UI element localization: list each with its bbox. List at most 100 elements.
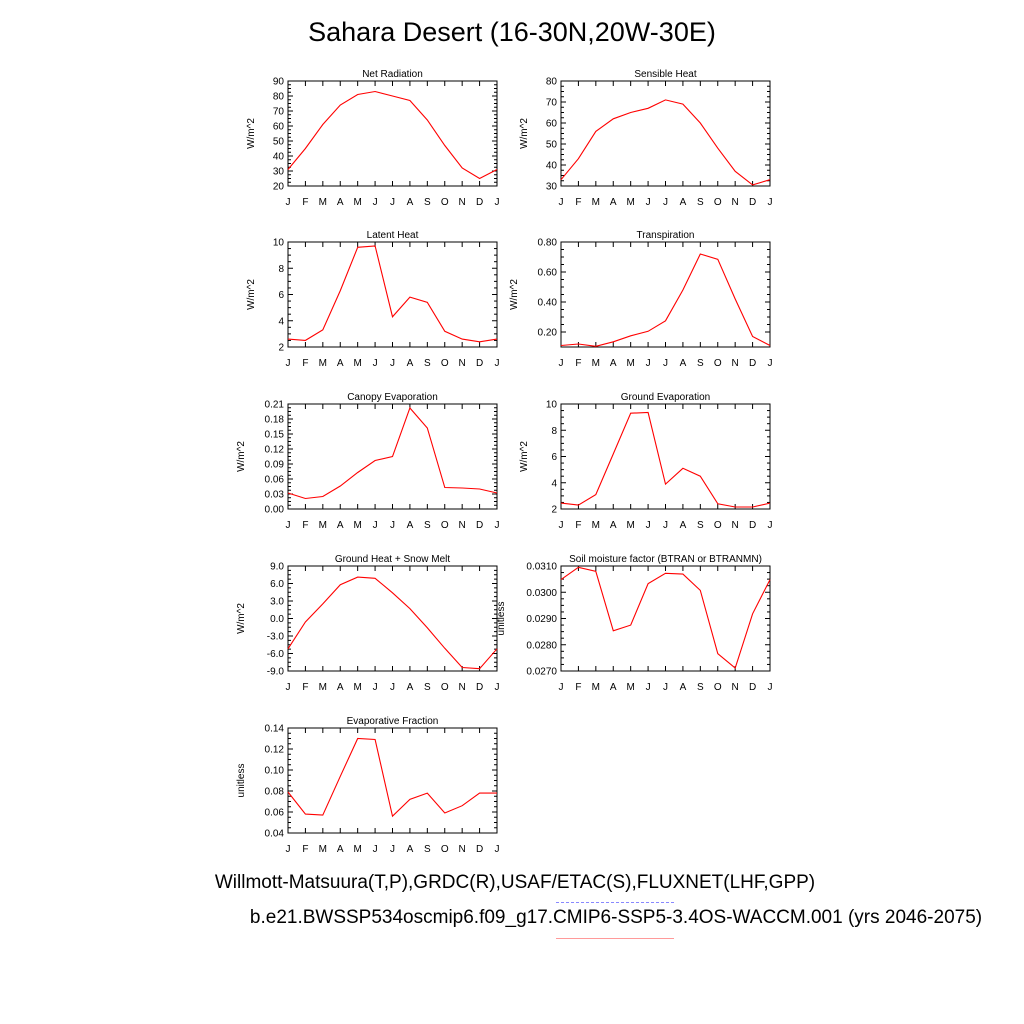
panel-4-x-tick-label: J bbox=[559, 358, 564, 369]
panel-4-series-line bbox=[560, 253, 771, 347]
panel-7-x-tick-label: A bbox=[407, 682, 414, 693]
panel-4-x-tick-label: N bbox=[732, 358, 739, 369]
panel-4-y-tick-label: 0.60 bbox=[538, 268, 558, 279]
panel-3-plot-frame bbox=[287, 241, 498, 348]
panel-4-x-tick-label: A bbox=[610, 358, 617, 369]
panel-1-y-tick-label: 80 bbox=[273, 92, 285, 103]
panel-1-x-tick-label: D bbox=[476, 197, 483, 208]
panel-6-x-tick-label: J bbox=[646, 520, 651, 531]
panel-7-y-tick-label: 0.0 bbox=[270, 614, 284, 625]
panel-6-series-line bbox=[560, 411, 771, 508]
panel-8-series-line bbox=[560, 566, 771, 670]
panel-6-x-tick-label: A bbox=[680, 520, 687, 531]
panel-9-x-tick-label: D bbox=[476, 844, 483, 855]
panel-8-x-tick-label: A bbox=[680, 682, 687, 693]
run-key-line bbox=[556, 938, 674, 939]
panel-9-x-tick-label: J bbox=[286, 844, 291, 855]
panel-4-x-tick-label: J bbox=[646, 358, 651, 369]
panel-7-x-tick-label: M bbox=[319, 682, 327, 693]
panel-5-x-tick-label: F bbox=[302, 520, 308, 531]
panel-9-x-tick-label: N bbox=[459, 844, 466, 855]
panel-6-x-tick-label: F bbox=[575, 520, 581, 531]
panel-9-x-tick-label: F bbox=[302, 844, 308, 855]
panel-1-y-tick-label: 70 bbox=[273, 107, 285, 118]
panel-9-title: Evaporative Fraction bbox=[347, 716, 439, 727]
panel-3-x-tick-label: J bbox=[286, 358, 291, 369]
panel-8-y-axis-label: unitless bbox=[496, 602, 507, 636]
panel-8-y-tick-label: 0.0280 bbox=[526, 640, 557, 651]
panel-2-y-tick-label: 80 bbox=[546, 77, 558, 88]
panel-6-x-tick-label: D bbox=[749, 520, 756, 531]
panel-6-y-tick-label: 8 bbox=[551, 426, 557, 437]
panel-9-y-axis-label: unitless bbox=[236, 764, 247, 798]
panel-9-x-tick-label: J bbox=[390, 844, 395, 855]
panel-7-plot-frame bbox=[287, 565, 498, 672]
panel-5-x-tick-label: J bbox=[390, 520, 395, 531]
panel-5-x-tick-label: M bbox=[353, 520, 361, 531]
panel-2-y-tick-label: 30 bbox=[546, 182, 558, 193]
panel-4-x-tick-label: D bbox=[749, 358, 756, 369]
panel-1-y-tick-label: 20 bbox=[273, 182, 285, 193]
panel-9-y-tick-label: 0.08 bbox=[265, 787, 285, 798]
panel-2-y-tick-label: 70 bbox=[546, 98, 558, 109]
panel-8-x-tick-label: J bbox=[646, 682, 651, 693]
panel-3-x-tick-label: A bbox=[337, 358, 344, 369]
panel-5-y-tick-label: 0.03 bbox=[265, 490, 285, 501]
panel-8-x-tick-label: O bbox=[714, 682, 722, 693]
panel-1-x-tick-label: N bbox=[459, 197, 466, 208]
footer-run-name: b.e21.BWSSP534oscmip6.f09_g17.CMIP6-SSP5… bbox=[249, 907, 983, 928]
panel-2-x-tick-label: M bbox=[592, 197, 600, 208]
panel-5-y-tick-label: 0.21 bbox=[265, 400, 285, 411]
panel-5-series-line bbox=[287, 406, 498, 500]
panel-1-x-tick-label: J bbox=[373, 197, 378, 208]
panel-8-x-tick-label: N bbox=[732, 682, 739, 693]
panel-2-x-tick-label: J bbox=[646, 197, 651, 208]
panel-8-title: Soil moisture factor (BTRAN or BTRANMN) bbox=[569, 554, 762, 565]
panel-2-x-tick-label: J bbox=[559, 197, 564, 208]
panel-7-y-axis-label: W/m^2 bbox=[236, 603, 247, 634]
panel-2-x-tick-label: M bbox=[626, 197, 634, 208]
panel-6-x-tick-label: J bbox=[663, 520, 668, 531]
panel-4-x-tick-label: J bbox=[663, 358, 668, 369]
panel-8-plot-frame bbox=[560, 565, 771, 672]
panel-6-x-tick-label: N bbox=[732, 520, 739, 531]
panel-9-x-tick-label: S bbox=[424, 844, 431, 855]
panel-3-x-tick-label: F bbox=[302, 358, 308, 369]
panel-8-x-tick-label: J bbox=[768, 682, 773, 693]
panel-5-y-axis-label: W/m^2 bbox=[236, 441, 247, 472]
panel-5-x-tick-label: D bbox=[476, 520, 483, 531]
panel-1-x-tick-label: M bbox=[319, 197, 327, 208]
panel-1-y-tick-label: 30 bbox=[273, 167, 285, 178]
panel-9-x-tick-label: J bbox=[373, 844, 378, 855]
panel-1-series-line bbox=[287, 90, 498, 180]
panel-9-y-tick-label: 0.10 bbox=[265, 766, 285, 777]
panel-5-x-tick-label: S bbox=[424, 520, 431, 531]
panel-7-x-tick-label: F bbox=[302, 682, 308, 693]
observations-key-line bbox=[556, 902, 674, 903]
panel-9-x-tick-label: M bbox=[353, 844, 361, 855]
panel-5-x-tick-label: J bbox=[495, 520, 500, 531]
panel-1-x-tick-label: J bbox=[390, 197, 395, 208]
panel-5-x-tick-label: A bbox=[407, 520, 414, 531]
panel-7-x-tick-label: A bbox=[337, 682, 344, 693]
panel-4-x-tick-label: M bbox=[626, 358, 634, 369]
panel-1-x-tick-label: O bbox=[441, 197, 449, 208]
panel-2-y-tick-label: 60 bbox=[546, 119, 558, 130]
panel-7-x-tick-label: J bbox=[390, 682, 395, 693]
panel-8-x-tick-label: J bbox=[663, 682, 668, 693]
panel-7-x-tick-label: J bbox=[373, 682, 378, 693]
panel-7-title: Ground Heat + Snow Melt bbox=[335, 554, 451, 565]
panel-3-title: Latent Heat bbox=[367, 230, 419, 241]
panel-1-x-tick-label: M bbox=[353, 197, 361, 208]
panel-2-x-tick-label: F bbox=[575, 197, 581, 208]
panel-2-y-tick-label: 50 bbox=[546, 140, 558, 151]
panel-1-x-tick-label: A bbox=[407, 197, 414, 208]
panel-7-x-tick-label: M bbox=[353, 682, 361, 693]
panel-2-y-tick-label: 40 bbox=[546, 161, 558, 172]
panel-5-title: Canopy Evaporation bbox=[347, 392, 438, 403]
panel-1-y-tick-label: 90 bbox=[273, 77, 285, 88]
panel-8-x-tick-label: M bbox=[592, 682, 600, 693]
panel-3-x-tick-label: D bbox=[476, 358, 483, 369]
panel-3-x-tick-label: M bbox=[353, 358, 361, 369]
